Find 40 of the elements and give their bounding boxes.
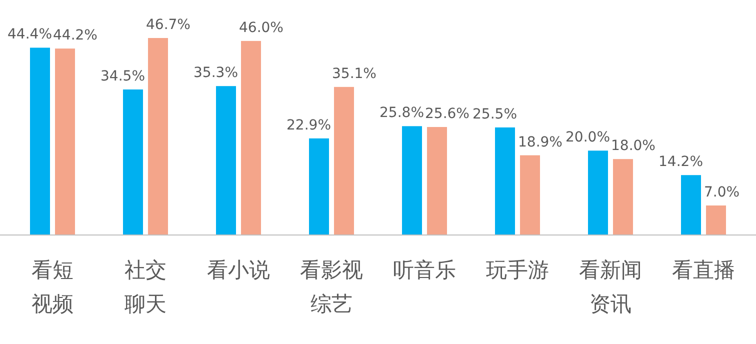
bar <box>402 126 422 235</box>
data-label: 25.5% <box>472 106 517 122</box>
data-label: 44.4% <box>8 26 52 43</box>
bar <box>55 48 75 235</box>
x-tick-label: 看短视频 <box>32 258 74 316</box>
bar <box>706 205 726 235</box>
bar <box>427 127 447 235</box>
bar <box>123 89 143 235</box>
x-tick-label: 看影视综艺 <box>300 258 363 316</box>
bar <box>241 40 261 235</box>
data-label: 34.5% <box>100 68 145 84</box>
x-tick-label: 看小说 <box>207 258 270 282</box>
bar <box>309 138 329 235</box>
data-label: 22.9% <box>286 117 331 134</box>
data-label: 25.8% <box>380 105 424 122</box>
bar <box>30 48 50 235</box>
x-tick-label: 听音乐 <box>393 258 456 282</box>
bar <box>520 155 540 235</box>
x-tick-label: 看直播 <box>672 258 735 282</box>
data-label: 46.0% <box>239 20 284 36</box>
bar <box>148 38 168 235</box>
data-label: 25.6% <box>425 106 470 122</box>
bar <box>681 175 701 235</box>
bar <box>613 159 633 235</box>
data-label: 44.2% <box>53 28 98 44</box>
bar <box>216 86 236 235</box>
x-tick-label: 社交聊天 <box>124 258 166 316</box>
data-label: 18.9% <box>518 134 562 150</box>
data-label: 46.7% <box>146 17 190 33</box>
bar <box>334 86 354 235</box>
data-label: 18.0% <box>611 138 656 154</box>
data-label: 35.1% <box>332 66 376 82</box>
x-tick-label: 玩手游 <box>486 258 549 282</box>
x-tick-label: 看新闻资讯 <box>579 258 642 316</box>
data-label: 35.3% <box>194 65 238 82</box>
data-label: 14.2% <box>658 154 703 170</box>
bar <box>588 150 608 235</box>
bar <box>495 127 515 235</box>
data-label: 7.0% <box>704 184 740 200</box>
data-label: 20.0% <box>566 130 610 146</box>
